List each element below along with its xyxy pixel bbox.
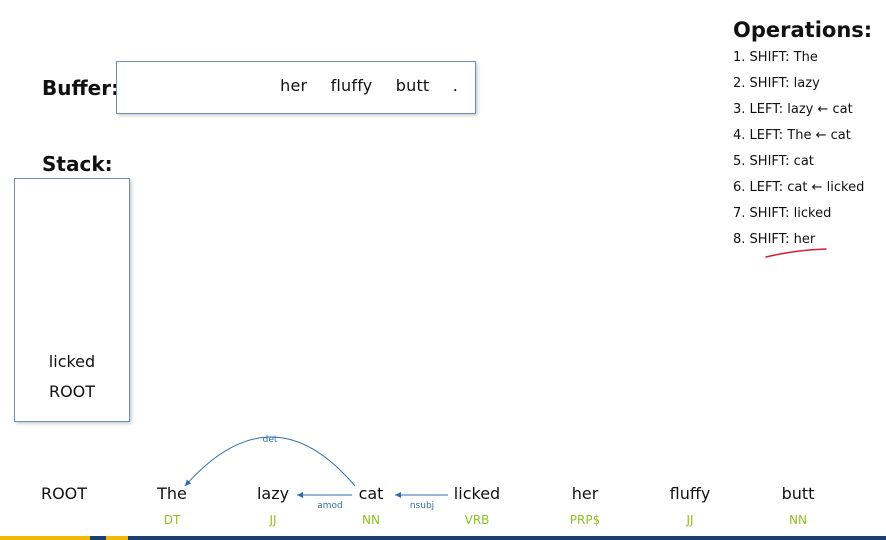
- operation-item: 5. SHIFT: cat: [733, 154, 814, 169]
- pos-tag: VRB: [464, 513, 490, 527]
- buffer-box: her fluffy butt .: [116, 61, 476, 114]
- arc-label-amod: amod: [317, 501, 343, 511]
- operations-list: 1. SHIFT: The 2. SHIFT: lazy 3. LEFT: la…: [733, 48, 864, 256]
- operation-item: 2. SHIFT: lazy: [733, 76, 820, 91]
- token-word: ROOT: [40, 484, 88, 503]
- operation-item: 8. SHIFT: her: [733, 232, 816, 247]
- stack-label: Stack:: [42, 152, 113, 176]
- token-word: licked: [453, 484, 501, 503]
- buffer-word: her: [280, 76, 308, 95]
- buffer-word: fluffy: [330, 76, 373, 95]
- operation-item: 3. LEFT: lazy ← cat: [733, 102, 853, 117]
- bottom-bar-accent: [106, 536, 128, 540]
- operation-item: 7. SHIFT: licked: [733, 206, 832, 221]
- pos-tag: NN: [789, 513, 807, 527]
- token-word: butt: [781, 484, 815, 503]
- stack-item: licked: [48, 352, 96, 371]
- bottom-bar-accent: [0, 536, 90, 540]
- stack-items: licked ROOT: [15, 347, 129, 407]
- token-word: The: [157, 484, 187, 503]
- arc-label-det: det: [263, 435, 278, 445]
- pos-tag: DT: [163, 513, 181, 527]
- buffer-word: butt: [395, 76, 430, 95]
- arc-det: [184, 436, 356, 487]
- dependency-sentence: det amod nsubj ROOT The lazy cat licked …: [0, 435, 886, 530]
- stack-item: ROOT: [48, 382, 96, 401]
- token-word: lazy: [256, 484, 290, 503]
- pos-tag: NN: [362, 513, 380, 527]
- buffer-word: .: [452, 76, 458, 95]
- operations-title: Operations:: [733, 18, 873, 42]
- token-word: fluffy: [669, 484, 711, 503]
- operation-item: 4. LEFT: The ← cat: [733, 128, 851, 143]
- pos-tag: JJ: [269, 513, 277, 527]
- pos-tag: JJ: [686, 513, 694, 527]
- buffer-words: her fluffy butt .: [262, 76, 458, 95]
- operation-item: 1. SHIFT: The: [733, 50, 818, 65]
- pos-tag: PRP$: [569, 513, 601, 527]
- dependency-arcs: det amod nsubj: [184, 435, 448, 511]
- token-word: cat: [358, 484, 384, 503]
- arc-label-nsubj: nsubj: [410, 501, 434, 511]
- bottom-bar: [0, 536, 886, 540]
- buffer-label: Buffer:: [42, 76, 120, 100]
- stack-box: licked ROOT: [14, 178, 130, 422]
- token-word: her: [571, 484, 599, 503]
- operation-item: 6. LEFT: cat ← licked: [733, 180, 865, 195]
